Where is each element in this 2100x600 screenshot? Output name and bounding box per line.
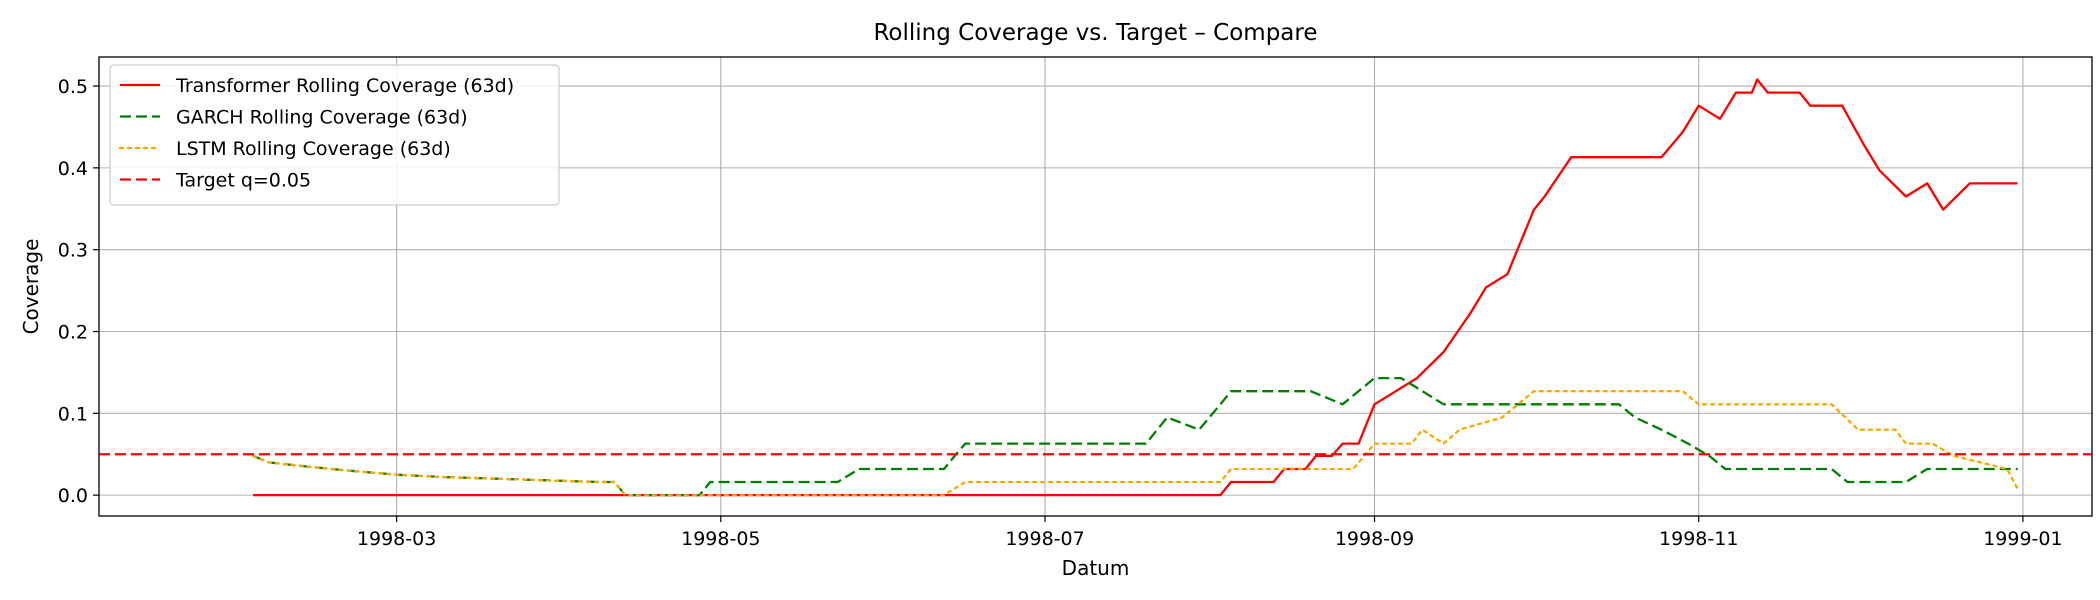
x-tick-label: 1998-09 — [1335, 528, 1414, 550]
x-tick-label: 1998-03 — [357, 528, 436, 550]
legend-label: LSTM Rolling Coverage (63d) — [176, 138, 451, 160]
y-tick-label: 0.1 — [58, 403, 88, 425]
y-axis-label: Coverage — [19, 239, 43, 335]
plot-frame — [98, 56, 2093, 517]
legend-label: Transformer Rolling Coverage (63d) — [175, 75, 514, 97]
x-tick-label: 1998-07 — [1005, 528, 1084, 550]
series-line — [251, 390, 2019, 497]
y-axis: 0.0 0.1 0.2 0.3 0.4 0.5 — [58, 76, 99, 507]
legend: Transformer Rolling Coverage (63d) GARCH … — [109, 64, 560, 206]
x-tick-label: 1999-01 — [1983, 528, 2062, 550]
x-axis-label: Datum — [1062, 556, 1130, 580]
legend-label: Target q=0.05 — [175, 170, 311, 192]
plot-area — [99, 78, 2092, 497]
legend-label: GARCH Rolling Coverage (63d) — [176, 107, 468, 129]
x-tick-label: 1998-11 — [1659, 528, 1738, 550]
y-tick-label: 0.3 — [58, 240, 88, 262]
x-tick-label: 1998-05 — [681, 528, 760, 550]
y-tick-label: 0.5 — [58, 76, 88, 98]
y-tick-label: 0.2 — [58, 322, 88, 344]
x-axis: 1998-03 1998-05 1998-07 1998-09 1998-11 1999-… — [357, 516, 2063, 550]
y-tick-label: 0.4 — [58, 158, 88, 180]
y-tick-label: 0.0 — [58, 485, 88, 507]
series-line — [252, 376, 2018, 497]
legend-box — [109, 64, 560, 206]
series-line — [253, 78, 2018, 497]
chart-title: Rolling Coverage vs. Target – Compare — [873, 20, 1317, 46]
